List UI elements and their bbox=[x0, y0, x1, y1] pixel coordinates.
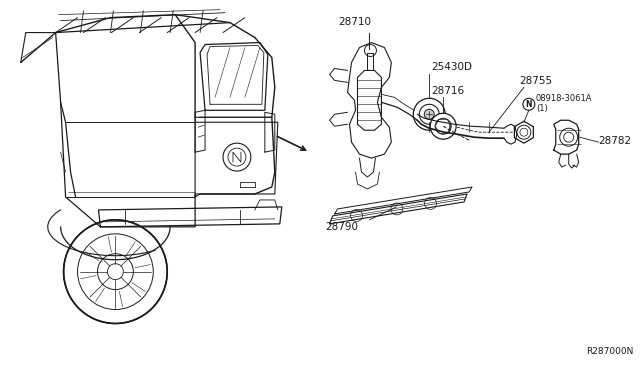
Text: R287000N: R287000N bbox=[586, 347, 634, 356]
Text: N: N bbox=[525, 100, 532, 109]
Text: 28716: 28716 bbox=[431, 86, 465, 96]
Text: 28710: 28710 bbox=[338, 17, 371, 27]
Circle shape bbox=[430, 113, 456, 139]
Text: 28782: 28782 bbox=[598, 136, 632, 146]
Text: 28790: 28790 bbox=[325, 222, 358, 232]
Text: 28755: 28755 bbox=[519, 76, 552, 86]
Text: 08918-3061A: 08918-3061A bbox=[536, 94, 593, 103]
Text: 25430D: 25430D bbox=[431, 62, 472, 73]
Text: (1): (1) bbox=[536, 104, 548, 113]
Circle shape bbox=[523, 98, 535, 110]
Circle shape bbox=[413, 98, 445, 130]
Circle shape bbox=[424, 109, 434, 119]
